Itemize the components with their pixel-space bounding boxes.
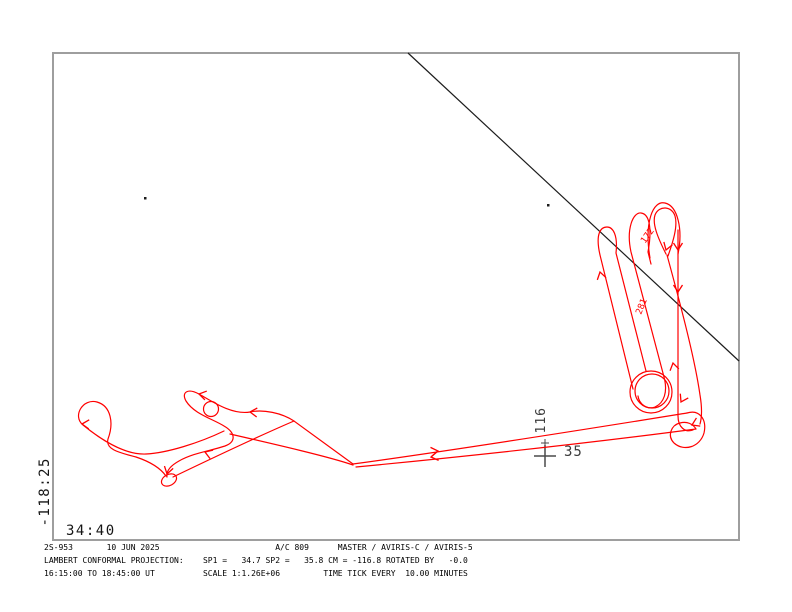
flight-track-segment (669, 411, 706, 449)
time-tick-arrow-icon (203, 449, 214, 460)
state-boundary-line (407, 52, 740, 362)
flight-track-loop (202, 400, 220, 418)
graticule-lon-marker-label: 116 (534, 407, 549, 434)
city-dot (144, 197, 147, 200)
time-tick-arrow-icon (663, 241, 673, 252)
footer-time-scale-line: 16:15:00 TO 18:45:00 UT SCALE 1:1.26E+06… (44, 569, 468, 578)
flight-track-segment (628, 212, 665, 378)
flight-track-segment (647, 202, 681, 259)
flight-track-segment (77, 400, 225, 477)
plot-footer: 2S-953 10 JUN 2025 A/C 809 MASTER / AVIR… (44, 541, 473, 580)
flight-track-segment (172, 420, 354, 478)
time-tick-arrow-icon (672, 284, 684, 294)
flight-track-loop (634, 373, 670, 409)
flight-track-segment (355, 428, 697, 468)
flight-track-segment (229, 433, 354, 466)
time-tick-arrow-icon (669, 361, 680, 372)
time-tick-arrow-icon (596, 270, 607, 281)
track-layer (77, 52, 740, 487)
flight-track-loop (629, 370, 673, 414)
flight-track-terminal-loop (160, 473, 178, 487)
flight-track-segment (352, 412, 688, 465)
time-tick-arrow-icon (163, 465, 174, 476)
map-frame (52, 52, 740, 541)
city-dot (547, 204, 550, 207)
time-tick-arrow-icon (429, 450, 439, 461)
time-tick-arrow-icon (248, 407, 258, 418)
flight-track-segment (637, 376, 667, 409)
flight-track-segment (653, 207, 677, 257)
graticule-cross-marker (534, 445, 556, 467)
longitude-axis-label: -118:25 (37, 457, 53, 527)
time-tick-arrow-icon (690, 417, 701, 427)
time-tick-arrow-icon (672, 242, 684, 252)
latitude-axis-label: 34:40 (66, 523, 116, 539)
time-tick-arrow-icon (197, 390, 208, 401)
flight-track-segment (677, 229, 694, 432)
time-tick-arrow-icon (679, 393, 689, 404)
footer-flight-id-line: 2S-953 10 JUN 2025 A/C 809 MASTER / AVIR… (44, 543, 473, 552)
time-tick-arrow-icon (80, 419, 90, 430)
flight-track-segment (166, 390, 295, 478)
footer-projection-line: LAMBERT CONFORMAL PROJECTION: SP1 = 34.7… (44, 556, 468, 565)
graticule-lat-marker-label: 35 (564, 444, 583, 460)
flight-track-segment (597, 226, 647, 390)
